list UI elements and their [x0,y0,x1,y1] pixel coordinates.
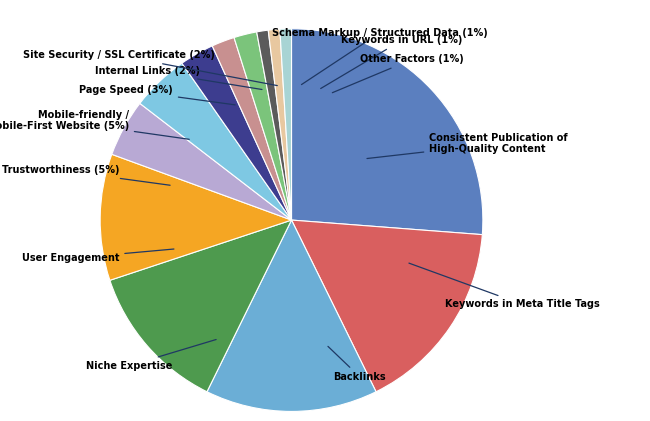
Wedge shape [100,155,291,280]
Text: Backlinks: Backlinks [328,346,386,382]
Wedge shape [234,32,291,220]
Text: Site Security / SSL Certificate (2%): Site Security / SSL Certificate (2%) [23,51,278,85]
Wedge shape [291,220,482,392]
Text: Keywords in URL (1%): Keywords in URL (1%) [320,35,463,88]
Text: Internal Links (2%): Internal Links (2%) [95,66,262,90]
Wedge shape [140,63,291,220]
Wedge shape [268,29,291,220]
Text: Mobile-friendly /
Mobile-First Website (5%): Mobile-friendly / Mobile-First Website (… [0,110,189,139]
Wedge shape [213,37,291,220]
Text: Keywords in Meta Title Tags: Keywords in Meta Title Tags [409,263,599,309]
Wedge shape [207,220,376,411]
Text: Other Factors (1%): Other Factors (1%) [332,54,464,93]
Wedge shape [110,220,291,392]
Text: Schema Markup / Structured Data (1%): Schema Markup / Structured Data (1%) [272,27,488,85]
Wedge shape [280,29,291,220]
Wedge shape [182,46,291,220]
Text: Niche Expertise: Niche Expertise [86,339,216,370]
Text: User Engagement: User Engagement [22,249,174,264]
Wedge shape [257,30,291,220]
Wedge shape [291,29,483,234]
Text: Page Speed (3%): Page Speed (3%) [79,85,235,105]
Text: Trustworthiness (5%): Trustworthiness (5%) [2,165,170,185]
Wedge shape [112,104,291,220]
Text: Consistent Publication of
High-Quality Content: Consistent Publication of High-Quality C… [367,133,568,159]
